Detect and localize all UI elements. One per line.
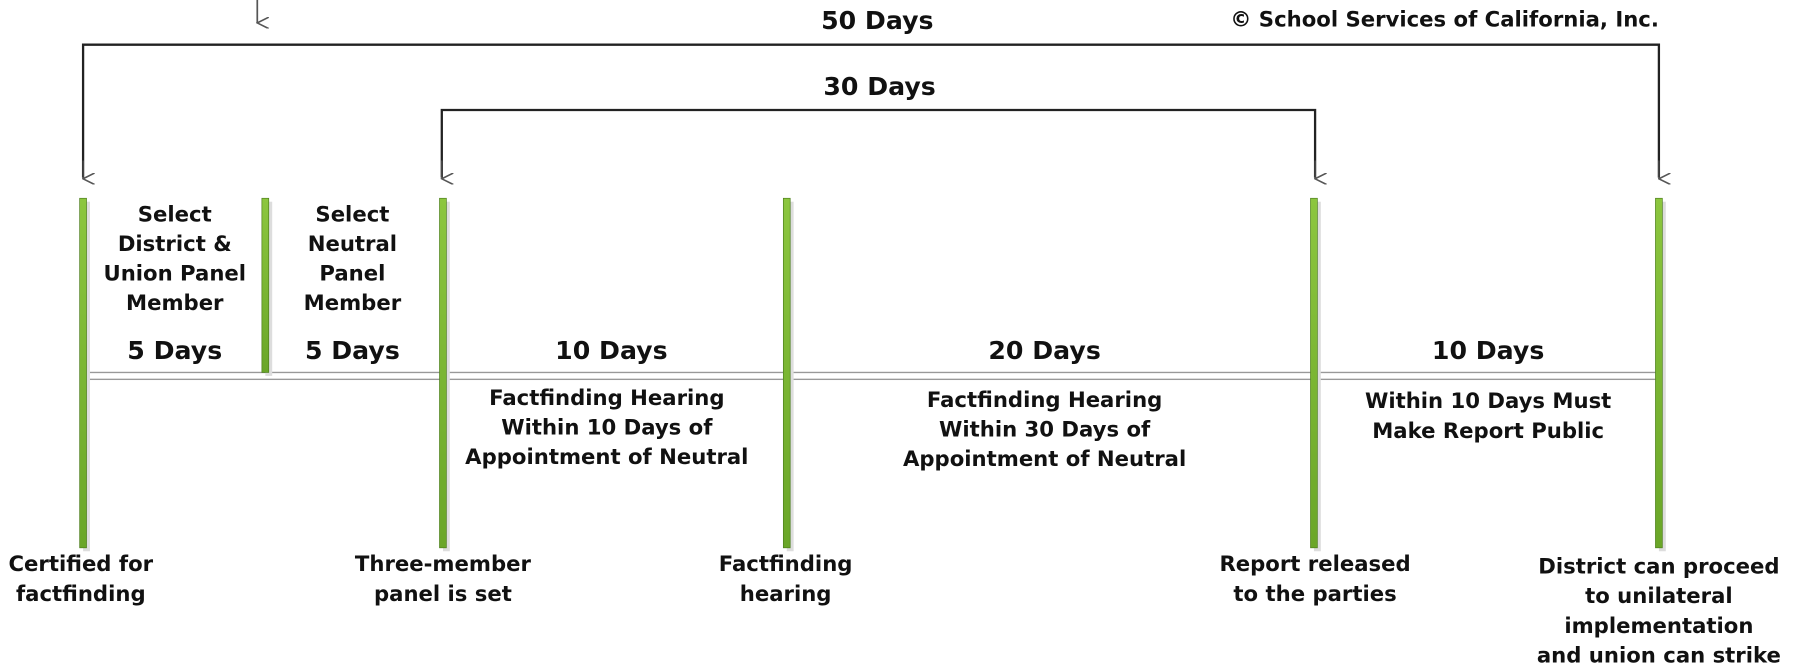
- timeline-band: [82, 371, 1660, 381]
- segment-note: Within 30 Days of: [939, 417, 1151, 442]
- milestone-label: Three-member: [355, 551, 532, 576]
- copyright: © School Services of California, Inc.: [1230, 7, 1659, 32]
- milestone-label: to the parties: [1233, 581, 1396, 606]
- segment-note: Appointment of Neutral: [903, 446, 1186, 471]
- segment-note: Within 10 Days of: [501, 414, 713, 439]
- span-label: 50 Days: [821, 6, 933, 35]
- segment-title: Union Panel: [103, 260, 246, 285]
- segment-title: District &: [118, 231, 232, 256]
- milestone-label: hearing: [740, 581, 832, 606]
- milestone-label: to unilateral: [1585, 583, 1733, 608]
- segment-note: Make Report Public: [1372, 418, 1604, 443]
- milestone-post: [79, 197, 87, 549]
- segment-duration: 10 Days: [555, 336, 667, 365]
- segment-duration: 5 Days: [127, 336, 222, 365]
- milestone-label: Report released: [1219, 551, 1410, 576]
- span-bracket: [440, 108, 1317, 178]
- segment-title: Select: [138, 201, 212, 226]
- milestone-label: Factfinding: [719, 551, 853, 576]
- milestone-label: and union can strike: [1537, 643, 1781, 667]
- segment-note: Factfinding Hearing: [489, 385, 724, 410]
- milestone-label: implementation: [1564, 613, 1753, 638]
- span-label: 30 Days: [823, 72, 935, 101]
- segment-duration: 20 Days: [988, 336, 1100, 365]
- milestone-post: [782, 197, 791, 549]
- segment-title: Select: [315, 201, 389, 226]
- segment-note: Factfinding Hearing: [927, 387, 1162, 412]
- milestone-post: [261, 197, 270, 373]
- milestone-label: Certified for: [8, 551, 153, 576]
- segment-title: Member: [304, 290, 402, 315]
- segment-title: Panel: [319, 260, 385, 285]
- segment-note: Within 10 Days Must: [1365, 388, 1611, 413]
- milestone-post: [439, 197, 447, 549]
- milestone-label: District can proceed: [1538, 553, 1779, 578]
- milestone-label: factfinding: [16, 581, 146, 606]
- segment-title: Member: [126, 290, 224, 315]
- milestone-label: panel is set: [374, 581, 512, 606]
- segment-note: Appointment of Neutral: [465, 444, 748, 469]
- milestone-post: [1655, 197, 1663, 549]
- segment-duration: 10 Days: [1432, 336, 1544, 365]
- segment-duration: 5 Days: [305, 336, 400, 365]
- span-bracket: [81, 43, 1661, 178]
- milestone-post: [1310, 197, 1318, 549]
- segment-title: Neutral: [308, 231, 397, 256]
